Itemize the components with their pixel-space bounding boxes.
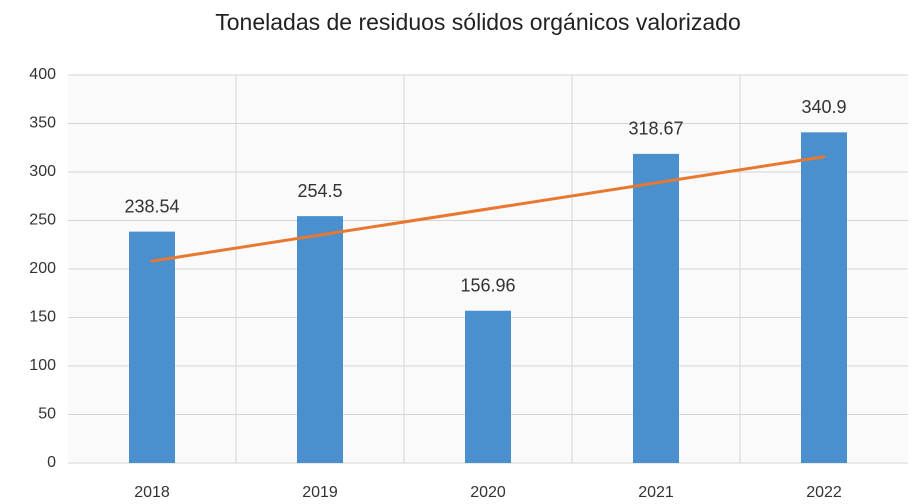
y-tick-label: 250 [29, 212, 56, 229]
y-tick-label: 0 [47, 454, 56, 471]
data-label: 156.96 [460, 275, 515, 295]
y-tick-label: 200 [29, 260, 56, 277]
bar [633, 153, 679, 463]
data-label: 238.54 [124, 196, 179, 216]
x-tick-label: 2018 [134, 484, 170, 501]
data-label: 254.5 [297, 181, 342, 201]
chart-title: Toneladas de residuos sólidos orgánicos … [215, 9, 741, 35]
y-tick-label: 400 [29, 66, 56, 83]
x-tick-label: 2019 [302, 484, 338, 501]
x-tick-label: 2022 [806, 484, 842, 501]
y-tick-label: 300 [29, 163, 56, 180]
x-tick-label: 2021 [638, 484, 674, 501]
y-tick-label: 150 [29, 309, 56, 326]
bar [465, 310, 511, 463]
y-tick-label: 100 [29, 357, 56, 374]
data-label: 318.67 [628, 119, 683, 139]
trend-line [150, 155, 826, 263]
data-label: 340.9 [801, 97, 846, 117]
bar [297, 216, 343, 463]
y-tick-label: 350 [29, 115, 56, 132]
y-tick-label: 50 [38, 406, 56, 423]
x-tick-label: 2020 [470, 484, 506, 501]
bar [801, 132, 847, 463]
bar [129, 231, 175, 463]
